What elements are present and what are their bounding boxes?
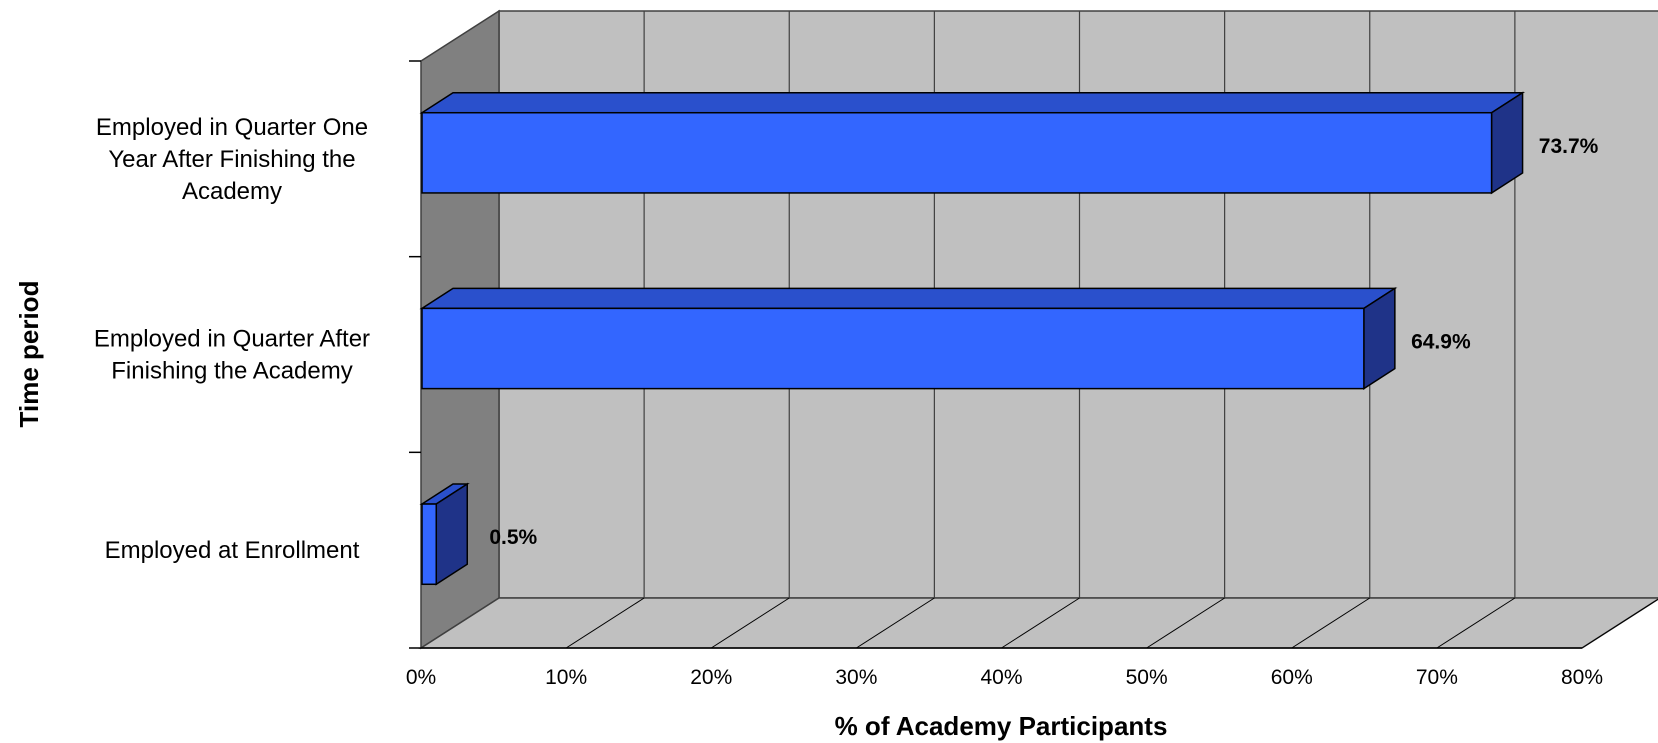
category-label: Employed in Quarter After: [94, 326, 370, 353]
data-label: 0.5%: [489, 526, 537, 549]
data-label: 64.9%: [1411, 331, 1471, 354]
x-axis-title: % of Academy Participants: [835, 711, 1168, 741]
floor-gridline: [1001, 597, 1080, 649]
category-label: Employed at Enrollment: [105, 537, 360, 564]
x-tick-label: 0%: [406, 666, 436, 689]
floor-gridline: [1436, 597, 1516, 649]
floor-gridline: [710, 597, 790, 649]
y-axis-categories: Employed in Quarter One Year After Finish…: [94, 114, 370, 564]
floor-gridline: [565, 597, 645, 649]
x-tick-label: 40%: [980, 666, 1022, 689]
bar-front: [421, 307, 1365, 390]
category-label: Employed in Quarter One: [96, 114, 368, 141]
x-axis-ticks: 0% 10% 20% 30% 40% 50% 60% 70% 80%: [406, 666, 1603, 689]
bar: [419, 287, 1398, 390]
bar-top: [419, 287, 1398, 310]
floor: [418, 597, 1658, 649]
category-label: Academy: [182, 178, 282, 205]
floor-gridline: [1291, 597, 1371, 649]
x-tick-label: 30%: [835, 666, 877, 689]
x-tick-label: 10%: [545, 666, 587, 689]
y-axis-title: Time period: [14, 281, 44, 428]
category-label: Finishing the Academy: [111, 358, 352, 385]
category-label: Year After Finishing the: [108, 146, 355, 173]
x-tick-label: 80%: [1561, 666, 1603, 689]
data-label: 73.7%: [1539, 135, 1599, 158]
x-tick-label: 50%: [1126, 666, 1168, 689]
data-labels: 73.7% 64.9% 0.5%: [489, 135, 1598, 549]
bar: [419, 91, 1526, 195]
bar-front: [421, 503, 438, 586]
x-tick-label: 20%: [690, 666, 732, 689]
floor-gridline: [1581, 598, 1658, 649]
floor-gridline: [1146, 597, 1225, 649]
x-tick-label: 60%: [1271, 666, 1313, 689]
bar: [419, 482, 470, 586]
floor-gridline: [856, 597, 935, 649]
x-tick-label: 70%: [1416, 666, 1458, 689]
bar-top: [419, 91, 1526, 114]
bars: [419, 91, 1526, 586]
bar-front: [421, 111, 1493, 194]
